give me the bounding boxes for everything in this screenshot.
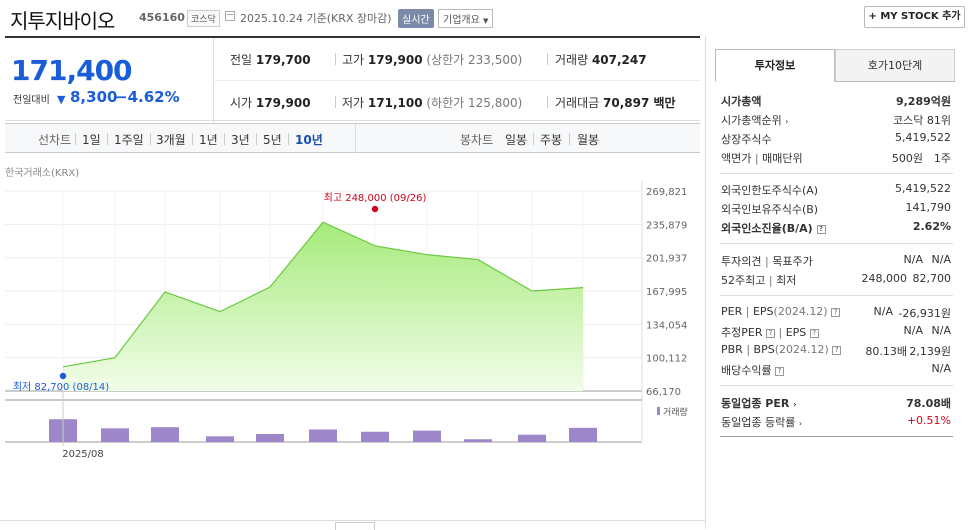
change-value: 8,300 xyxy=(70,88,118,106)
line-chart-label: 선차트 xyxy=(38,133,72,147)
bong-weekly[interactable]: 주봉 xyxy=(540,133,563,147)
min-marker xyxy=(59,372,67,380)
foreign-limit-row: 외국인한도주식수(A) 5,419,522 xyxy=(721,182,951,197)
market-badge: 코스닥 xyxy=(187,10,220,27)
y-tick-label: 201,937 xyxy=(646,254,687,265)
industry-change-row: 동일업종 등락률 › +0.51% xyxy=(721,414,951,429)
period-5y[interactable]: 5년 xyxy=(263,133,282,147)
face-value-row: 액면가 | 매매단위 500원 1주 xyxy=(721,152,951,165)
volume-bar xyxy=(309,429,337,442)
prev-close: 전일 179,700 xyxy=(230,53,311,67)
est-per-row: 추정PER ? | EPS ? N/A N/A xyxy=(721,324,951,339)
y-tick-label: 235,879 xyxy=(646,220,687,231)
period-1w[interactable]: 1주일 xyxy=(114,133,144,147)
y-tick-label: 100,112 xyxy=(646,354,687,365)
company-name: 지투지바이오 xyxy=(10,9,115,33)
volume-bar xyxy=(518,434,546,442)
volume-bar xyxy=(256,434,284,442)
open-price: 시가 179,900 xyxy=(230,96,311,110)
market-cap-rank-row: 시가총액순위 › 코스닥 81위 xyxy=(721,114,951,127)
period-10y[interactable]: 10년 xyxy=(295,133,323,147)
y-tick-label: 134,054 xyxy=(646,320,687,331)
volume-bar xyxy=(206,436,234,442)
compare-label: 전일대비 xyxy=(13,95,50,106)
bong-daily[interactable]: 일봉 xyxy=(505,133,528,147)
period-3y[interactable]: 3년 xyxy=(231,133,250,147)
price-summary: 171,400 전일대비 ▼ 8,300 −4.62% 전일 179,700 고… xyxy=(5,36,700,123)
tab-investinfo[interactable]: 투자정보 xyxy=(715,49,835,82)
low-price: 저가 171,100 (하한가 125,800) xyxy=(342,96,523,110)
volume-bar xyxy=(361,431,389,442)
trade-amount: 거래대금 70,897 백만 xyxy=(555,96,676,110)
max-marker xyxy=(371,205,379,213)
volume-bar xyxy=(413,430,441,442)
period-1y[interactable]: 1년 xyxy=(199,133,218,147)
industry-per-row: 동일업종 PER › 78.08배 xyxy=(721,397,951,410)
x-tick-label: 2025/08 xyxy=(62,449,104,460)
chart-source: 한국거래소(KRX) xyxy=(5,168,80,179)
high-price: 고가 179,900 (상한가 233,500) xyxy=(342,53,523,67)
volume-legend-label: 거래량 xyxy=(663,406,688,418)
period-1d[interactable]: 1일 xyxy=(82,133,101,147)
help-icon: ? xyxy=(816,225,826,234)
date-label: 2025.10.24 기준(KRX 장마감) xyxy=(240,12,392,25)
y-tick-label: 269,821 xyxy=(646,187,687,198)
volume-bar xyxy=(151,427,179,442)
y-tick-label: 66,170 xyxy=(646,387,681,398)
chart-scroll-handle[interactable] xyxy=(335,522,375,530)
pbr-row: PBR | BPS(2024.12) ? 80.13배 2,139원 xyxy=(721,343,951,358)
realtime-button[interactable]: 실시간 xyxy=(398,9,434,28)
volume-bar xyxy=(569,427,597,442)
candle-chart-label: 봉차트 xyxy=(460,133,494,147)
volume-legend-swatch xyxy=(657,407,660,415)
opinion-row: 투자의견 | 목표주가 N/A N/A xyxy=(721,253,951,268)
period-bar: 선차트 1일 1주일 3개월 1년 3년 5년 10년 봉차트 일봉 주봉 월봉 xyxy=(5,123,700,153)
price-line xyxy=(62,221,584,368)
bong-monthly[interactable]: 월봉 xyxy=(577,133,600,147)
stock-code: 456160 xyxy=(139,11,185,24)
52week-row: 52주최고 | 최저 248,000 82,700 xyxy=(721,272,951,287)
price-area xyxy=(63,222,583,391)
down-arrow-icon: ▼ xyxy=(57,93,66,106)
foreign-ratio-row: 외국인소진율(B/A) ? 2.62% xyxy=(721,220,951,235)
price-chart: 한국거래소(KRX) 269,821 235,879 201,937 167,995 1… xyxy=(5,155,700,520)
company-info-dropdown[interactable]: 기업개요 ▼ xyxy=(438,9,494,28)
market-cap-row: 시가총액 9,289억원 xyxy=(721,95,951,108)
period-3m[interactable]: 3개월 xyxy=(156,133,186,147)
current-price: 171,400 xyxy=(11,54,133,87)
max-label: 최고 248,000 (09/26) xyxy=(324,192,427,204)
chevron-down-icon: ▼ xyxy=(483,17,489,25)
per-row: PER | EPS(2024.12) ? N/A -26,931원 xyxy=(721,305,951,320)
tab-orderbook[interactable]: 호가10단계 xyxy=(835,49,955,82)
volume-bar xyxy=(464,439,492,442)
volume-bar xyxy=(101,428,129,442)
y-tick-label: 167,995 xyxy=(646,287,687,298)
stock-header: 지투지바이오 456160 코스닥 2025.10.24 기준(KRX 장마감)… xyxy=(0,0,971,36)
calendar-icon xyxy=(225,11,235,21)
foreign-hold-row: 외국인보유주식수(B) 141,790 xyxy=(721,201,951,216)
listed-shares-row: 상장주식수 5,419,522 xyxy=(721,131,951,146)
invest-panel: 호가10단계 투자정보 시가총액 9,289억원 시가총액순위 › 코스닥 81위 … xyxy=(705,36,971,529)
min-label: 최저 82,700 (08/14) xyxy=(13,381,109,393)
chart-svg: 269,821 235,879 201,937 167,995 134,054 100,1… xyxy=(5,181,688,460)
mystock-add-button[interactable]: + MY STOCK 추가 xyxy=(864,6,965,28)
dividend-row: 배당수익률 ? N/A xyxy=(721,362,951,377)
volume: 거래량 407,247 xyxy=(555,53,647,67)
change-percent: −4.62% xyxy=(115,88,180,106)
